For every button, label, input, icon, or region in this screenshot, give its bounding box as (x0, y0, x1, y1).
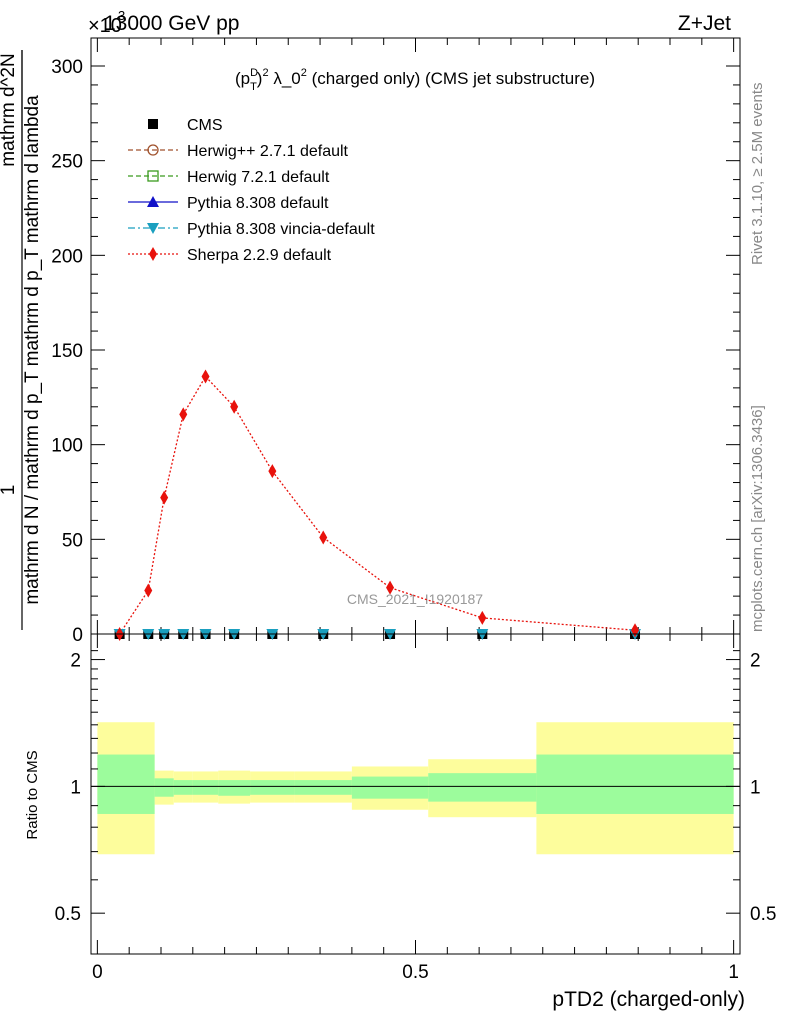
ratio-y-tick-label: 0.5 (55, 904, 81, 925)
ratio-band-inner (173, 780, 193, 795)
ratio-band-inner (536, 754, 734, 814)
legend-item: CMS (148, 117, 223, 134)
ratio-band-inner (250, 780, 295, 795)
legend-item: Pythia 8.308 vincia-default (128, 221, 375, 238)
legend-marker (148, 119, 158, 129)
sherpa-point (268, 464, 277, 479)
y-axis-label: 1 mathrm d N / mathrm d p_T mathrm d p_T… (0, 50, 43, 630)
sherpa-point (144, 583, 153, 598)
legend-marker (149, 247, 157, 261)
ratio-band-inner (97, 754, 155, 814)
header-left: 13000 GeV pp (104, 12, 239, 35)
y-tick-label: 50 (62, 530, 83, 551)
ratio-band-inner (154, 778, 174, 797)
y-multiplier-exp: 3 (118, 8, 125, 23)
sherpa-point (179, 407, 188, 422)
y-tick-label: 0 (72, 625, 83, 646)
y-tick-label: 250 (51, 152, 83, 173)
ratio-band-inner (192, 780, 219, 795)
y-axis-label-prefix: 1 (0, 485, 19, 496)
y-tick-label: 100 (51, 436, 83, 457)
main-y-ticks: 0 50 100 150 200 250 300 (51, 57, 740, 646)
ratio-band-inner (294, 780, 352, 795)
ratio-y-tick-label-right: 0.5 (750, 904, 776, 925)
ratio-bands (97, 722, 734, 855)
legend-marker (147, 196, 159, 207)
legend: CMS Herwig++ 2.7.1 default Herwig 7.2.1 de… (128, 117, 375, 264)
y-tick-label: 200 (51, 246, 83, 267)
header-right: Z+Jet (678, 12, 731, 35)
sherpa-point (386, 580, 395, 595)
side-label-rivet: Rivet 3.1.10, ≥ 2.5M events (749, 83, 766, 266)
y-multiplier: ×10 3 (88, 8, 125, 37)
ratio-y-tick-label: 2 (70, 651, 81, 672)
sherpa-point (201, 369, 210, 384)
legend-label: Pythia 8.308 default (187, 195, 329, 212)
watermark: CMS_2021_I1920187 (347, 591, 483, 607)
legend-label: Herwig 7.2.1 default (187, 169, 330, 186)
x-tick-label: 0.5 (402, 962, 428, 983)
legend-label: Sherpa 2.2.9 default (187, 247, 332, 264)
ratio-y-tick-label-right: 1 (750, 777, 761, 798)
legend-item: Herwig 7.2.1 default (128, 169, 330, 186)
y-tick-label: 300 (51, 57, 83, 78)
x-tick-label: 1 (728, 962, 739, 983)
legend-marker (147, 144, 159, 156)
sherpa-point (230, 399, 239, 414)
x-axis-label: pTD2 (charged-only) (552, 988, 745, 1011)
legend-marker (147, 170, 159, 182)
sherpa-point (160, 490, 169, 505)
ratio-band-inner (428, 773, 537, 802)
legend-label: Herwig++ 2.7.1 default (187, 143, 349, 160)
ratio-panel: 0.5 0.51 12 2 0 0.5 1 Ratio to CMS pTD2 (char… (24, 633, 776, 1011)
side-label-mcplots: mcplots.cern.ch [arXiv:1306.3436] (749, 405, 766, 632)
legend-item: Herwig++ 2.7.1 default (128, 143, 349, 160)
plot-title: (pD T)2 λ_02 (charged only) (CMS jet subs… (235, 67, 595, 93)
legend-label: Pythia 8.308 vincia-default (187, 221, 375, 238)
legend-item: Sherpa 2.2.9 default (128, 247, 332, 264)
y-axis-label-denominator: mathrm d N / mathrm d p_T mathrm d p_T m… (22, 95, 43, 605)
ratio-band-inner (218, 780, 251, 796)
ratio-x-ticks: 0 0.5 1 (92, 634, 739, 983)
ratio-y-ticks: 0.5 0.5 1 1 2 2 (55, 650, 776, 925)
main-panel: 0 50 100 150 200 250 300 (pD T)2 λ_02 (charged … (0, 37, 741, 646)
y-multiplier-base: ×10 (88, 15, 122, 37)
ratio-y-label: Ratio to CMS (24, 750, 41, 839)
x-tick-label: 0 (92, 962, 103, 983)
y-axis-label-numerator: mathrm d^2N (0, 53, 19, 166)
legend-label: CMS (187, 117, 223, 134)
ratio-y-tick-label: 1 (70, 777, 81, 798)
legend-marker (147, 223, 159, 234)
sherpa-point (319, 530, 328, 545)
ratio-band-inner (351, 776, 429, 799)
ratio-y-tick-label-right: 2 (750, 651, 761, 672)
sherpa-point (478, 610, 487, 625)
legend-item: Pythia 8.308 default (128, 195, 329, 212)
y-tick-label: 150 (51, 341, 83, 362)
